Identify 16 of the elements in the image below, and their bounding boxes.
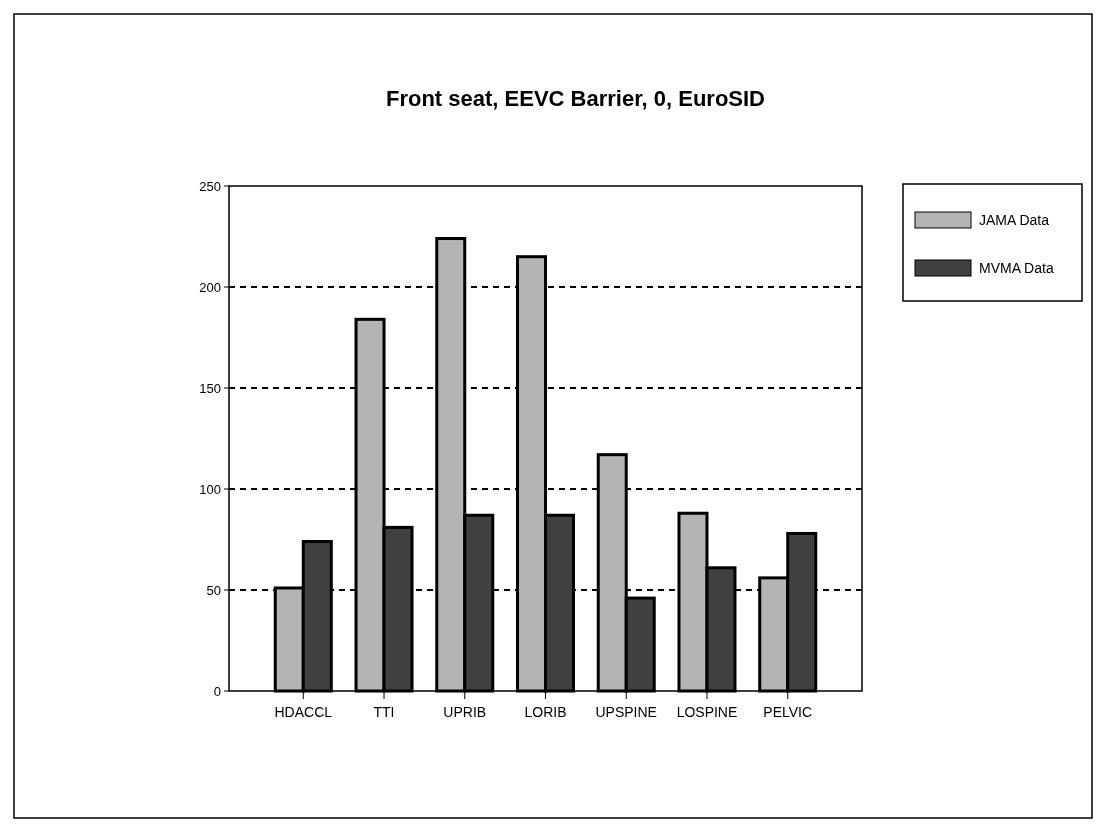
y-tick-label: 150 — [199, 380, 221, 396]
x-tick-label: LORIB — [524, 704, 567, 720]
x-tick-label: HDACCL — [274, 704, 333, 720]
y-tick-label: 50 — [206, 582, 221, 598]
y-tick-label: 250 — [199, 178, 221, 194]
x-tick-label: UPSPINE — [595, 704, 657, 720]
x-tick-label: PELVIC — [763, 704, 813, 720]
x-tick-label: UPRIB — [443, 704, 487, 720]
x-tick-label: LOSPINE — [676, 704, 738, 720]
legend-label: MVMA Data — [979, 259, 1054, 276]
x-tick-label: TTI — [373, 704, 395, 720]
chart-title: Front seat, EEVC Barrier, 0, EuroSID — [385, 86, 766, 111]
y-tick-label: 100 — [199, 481, 221, 497]
legend-label: JAMA Data — [979, 211, 1050, 228]
y-tick-label: 0 — [213, 683, 221, 699]
y-tick-label: 200 — [199, 279, 221, 295]
